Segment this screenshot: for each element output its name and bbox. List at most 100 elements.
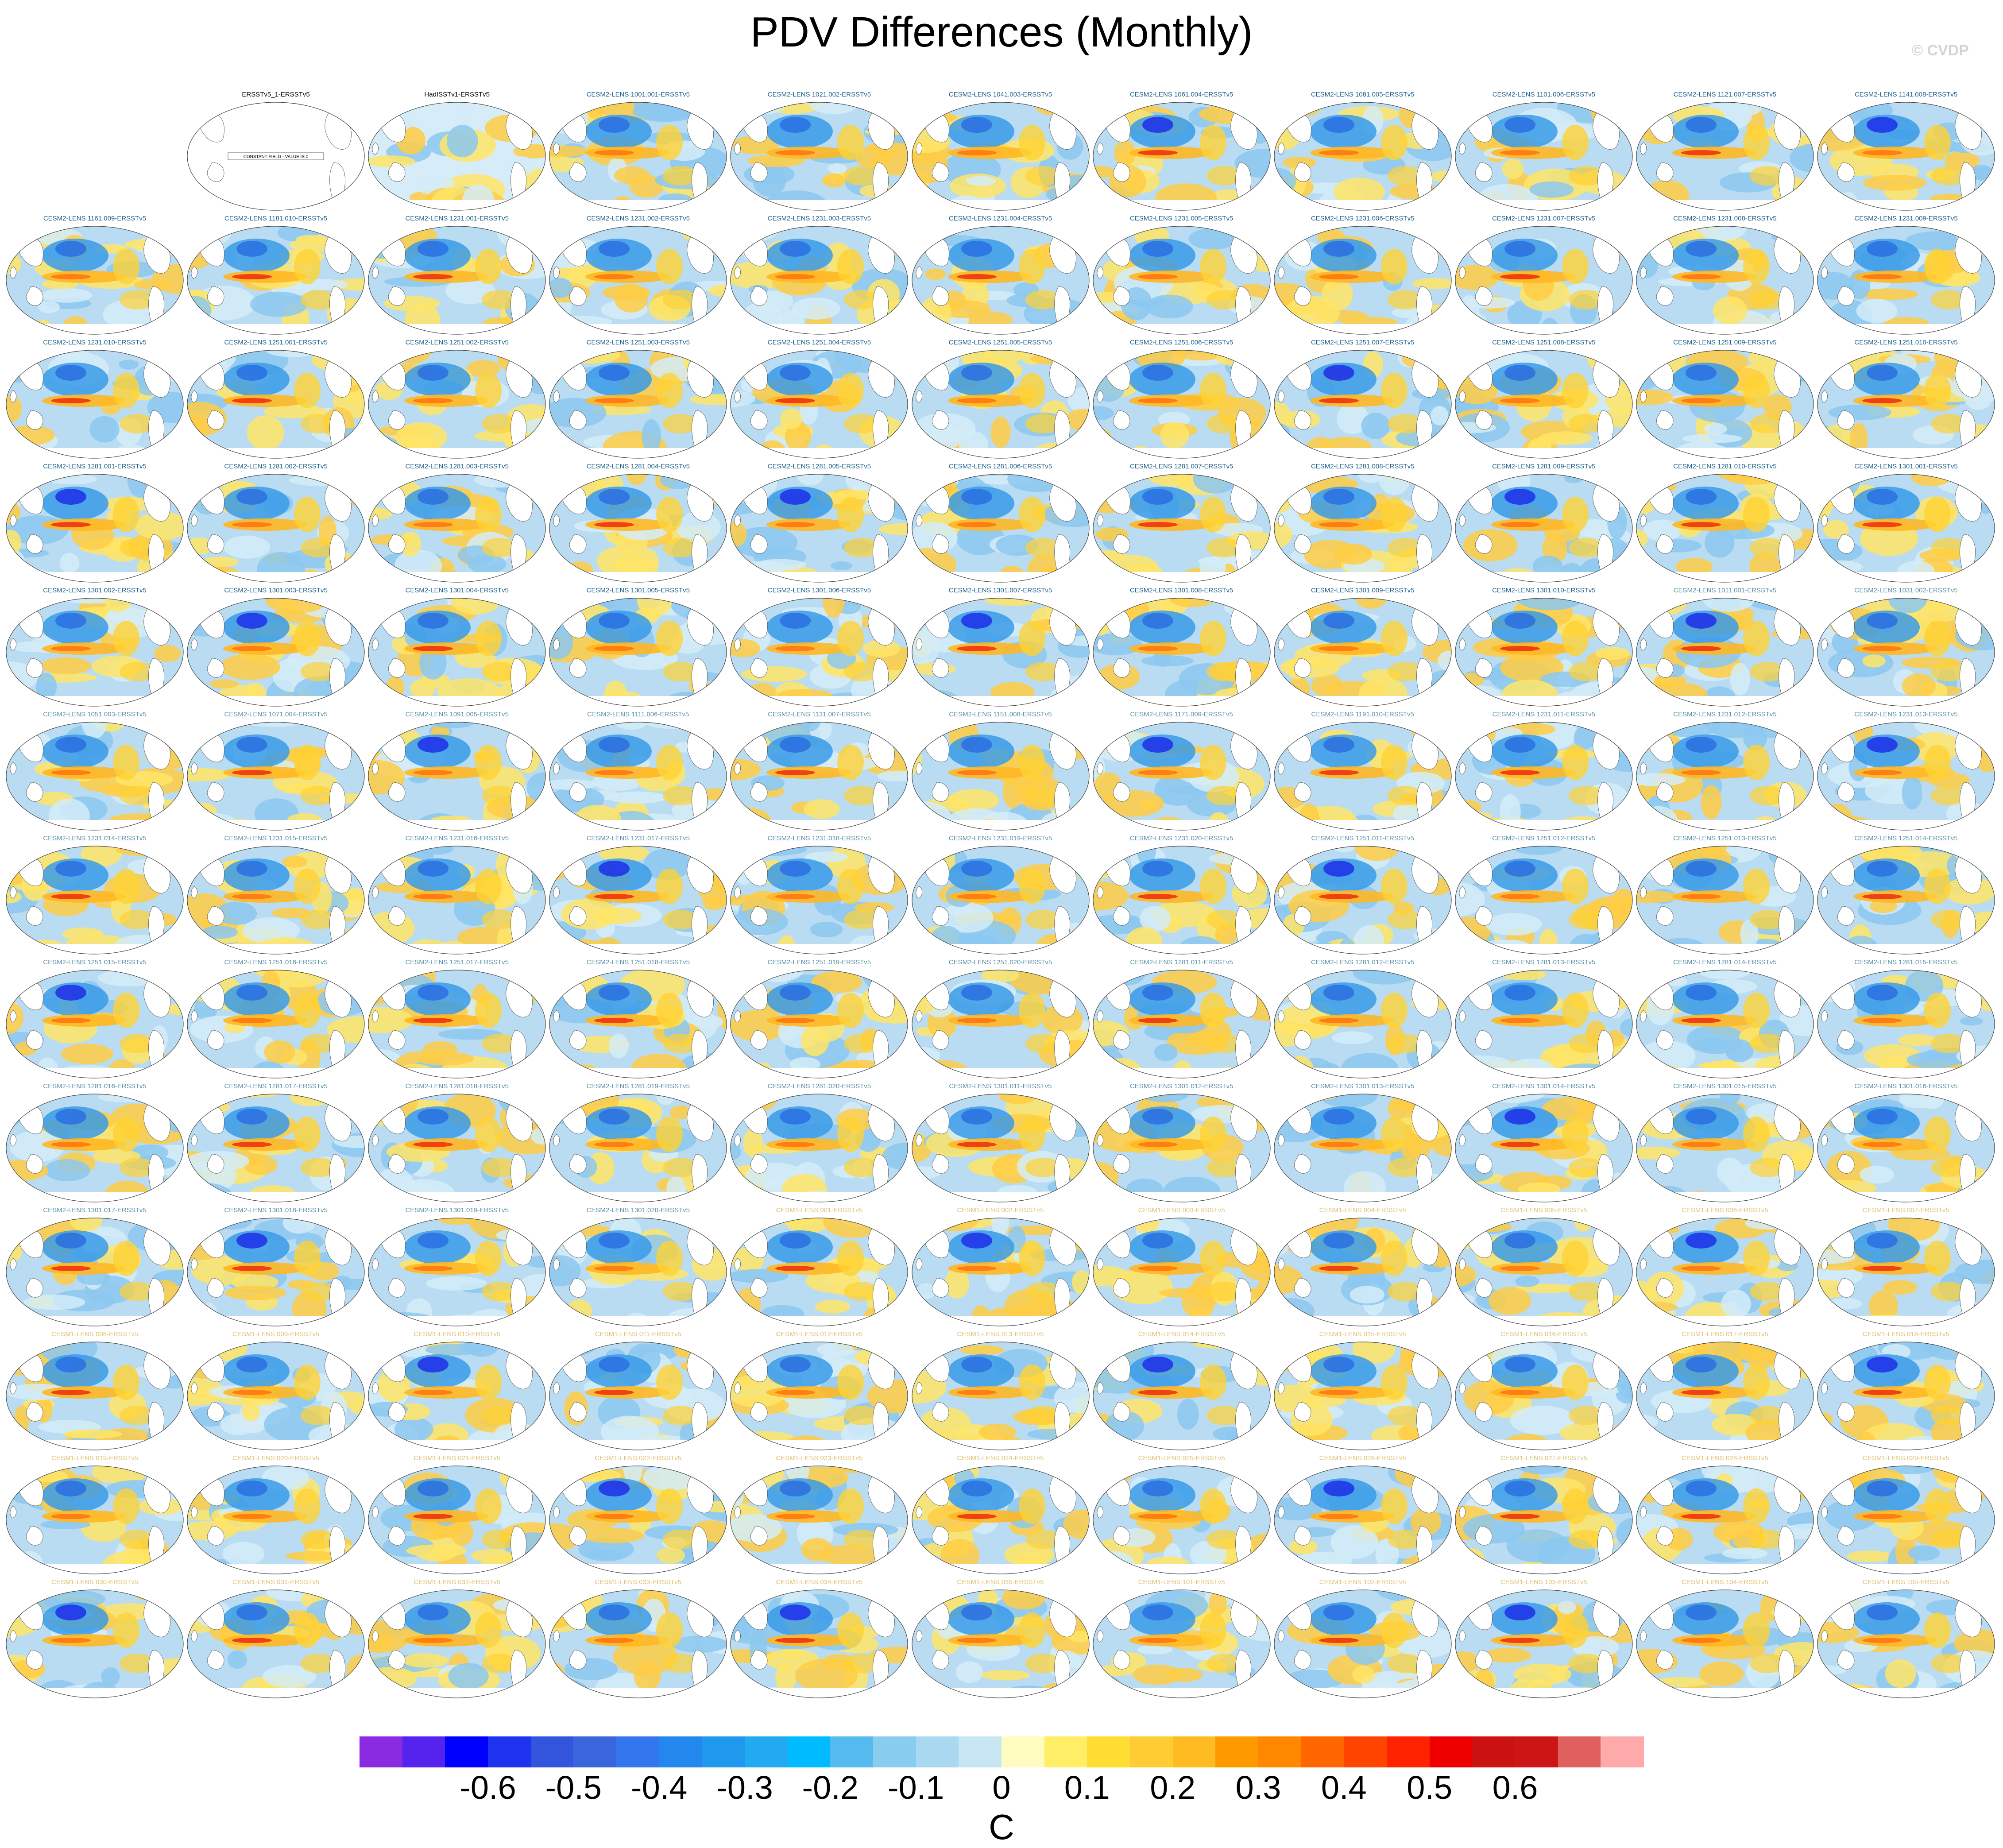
panel-title: CESM1-LENS 032-ERSSTv5 (414, 1578, 501, 1586)
map-panel: CESM2-LENS 1281.005-ERSSTv5 (729, 463, 909, 587)
panel-title: CESM2-LENS 1091.005-ERSSTv5 (405, 711, 509, 718)
map-panel: CESM1-LENS 016-ERSSTv5 (1454, 1330, 1634, 1454)
globe-map (730, 350, 908, 459)
globe-map (1274, 970, 1452, 1079)
panel-title: ERSSTv5_1-ERSSTv5 (242, 91, 310, 98)
map-panel: CESM2-LENS 1251.001-ERSSTv5 (186, 339, 366, 463)
globe-map (1636, 102, 1814, 211)
map-panel: CESM2-LENS 1251.008-ERSSTv5 (1454, 339, 1634, 463)
globe-map (1817, 1465, 1995, 1574)
map-panel: CESM2-LENS 1301.011-ERSSTv5 (910, 1083, 1091, 1206)
globe-map (368, 598, 546, 707)
panel-title: CESM2-LENS 1251.011-ERSSTv5 (1311, 835, 1414, 842)
globe-map (1092, 1218, 1271, 1326)
globe-map (1817, 350, 1995, 459)
globe-map (6, 1094, 184, 1202)
colorbar-tick-label: 0.2 (1150, 1769, 1196, 1806)
panel-title: CESM1-LENS 103-ERSSTv5 (1500, 1578, 1587, 1586)
map-panel: CESM2-LENS 1151.008-ERSSTv5 (910, 711, 1091, 835)
globe-map (1817, 722, 1995, 831)
globe-map (1636, 1465, 1814, 1574)
map-panel: CESM2-LENS 1251.002-ERSSTv5 (367, 339, 547, 463)
map-panel: CESM1-LENS 102-ERSSTv5 (1272, 1578, 1453, 1702)
panel-title: CESM2-LENS 1251.016-ERSSTv5 (224, 959, 328, 966)
map-panel: CESM2-LENS 1251.009-ERSSTv5 (1635, 339, 1815, 463)
panel-title: CESM2-LENS 1231.015-ERSSTv5 (224, 835, 328, 842)
panel-title: CESM2-LENS 1301.013-ERSSTv5 (1311, 1083, 1415, 1090)
panel-title: CESM2-LENS 1231.003-ERSSTv5 (767, 215, 871, 222)
map-panel: CESM2-LENS 1161.009-ERSSTv5 (4, 215, 185, 339)
page-title: PDV Differences (Monthly) (750, 8, 1253, 56)
colorbar-swatch (659, 1736, 702, 1767)
panel-title: CESM2-LENS 1281.001-ERSSTv5 (43, 463, 147, 470)
map-panel: CESM1-LENS 015-ERSSTv5 (1272, 1330, 1453, 1454)
map-panel: CESM2-LENS 1231.013-ERSSTv5 (1816, 711, 1996, 835)
map-panel: CESM2-LENS 1301.008-ERSSTv5 (1091, 587, 1272, 711)
map-panel: CESM2-LENS 1231.002-ERSSTv5 (548, 215, 728, 339)
globe-map (1274, 1094, 1452, 1202)
panel-title: CESM2-LENS 1231.006-ERSSTv5 (1311, 215, 1415, 222)
map-panel: CESM1-LENS 104-ERSSTv5 (1635, 1578, 1815, 1702)
colorbar-swatch (573, 1736, 617, 1767)
globe-map (1455, 226, 1633, 335)
map-panel: CESM2-LENS 1071.004-ERSSTv5 (186, 711, 366, 835)
globe-map (368, 1094, 546, 1202)
panel-title: CESM2-LENS 1251.019-ERSSTv5 (767, 959, 871, 966)
map-panel: HadISSTv1-ERSSTv5 (367, 91, 547, 215)
globe-map (1817, 598, 1995, 707)
map-panel: CESM2-LENS 1231.019-ERSSTv5 (910, 835, 1091, 959)
map-panel: CESM2-LENS 1301.012-ERSSTv5 (1091, 1083, 1272, 1206)
map-panel: CESM2-LENS 1301.020-ERSSTv5 (548, 1206, 728, 1330)
map-panel: CESM1-LENS 010-ERSSTv5 (367, 1330, 547, 1454)
colorbar-tick-label: -0.1 (887, 1769, 944, 1806)
map-panel: CESM2-LENS 1231.004-ERSSTv5 (910, 215, 1091, 339)
map-panel: CESM2-LENS 1231.006-ERSSTv5 (1272, 215, 1453, 339)
panel-title: CESM2-LENS 1061.004-ERSSTv5 (1129, 91, 1234, 98)
map-panel: CESM2-LENS 1001.001-ERSSTv5 (548, 91, 728, 215)
map-panel: CESM2-LENS 1281.007-ERSSTv5 (1091, 463, 1272, 587)
panel-title: CESM2-LENS 1191.010-ERSSTv5 (1311, 711, 1414, 718)
panel-title: CESM1-LENS 104-ERSSTv5 (1681, 1578, 1768, 1586)
map-panel: CESM1-LENS 017-ERSSTv5 (1635, 1330, 1815, 1454)
colorbar-swatch (1215, 1736, 1259, 1767)
map-panel: CESM2-LENS 1251.005-ERSSTv5 (910, 339, 1091, 463)
globe-map (911, 722, 1090, 831)
map-panel: CESM2-LENS 1251.016-ERSSTv5 (186, 959, 366, 1083)
colorbar-tick-label: -0.5 (545, 1769, 602, 1806)
map-panel: CESM2-LENS 1251.006-ERSSTv5 (1091, 339, 1272, 463)
globe-map (911, 598, 1090, 707)
map-panel: CESM2-LENS 1021.002-ERSSTv5 (729, 91, 909, 215)
globe-map (1817, 1342, 1995, 1450)
globe-map (1636, 226, 1814, 335)
map-panel: CESM1-LENS 028-ERSSTv5 (1635, 1454, 1815, 1578)
panel-title: CESM2-LENS 1231.010-ERSSTv5 (43, 339, 147, 346)
globe-map (6, 846, 184, 955)
globe-map (730, 1465, 908, 1574)
globe-map (187, 1094, 365, 1202)
globe-map (1455, 474, 1633, 583)
panel-title: CESM2-LENS 1231.008-ERSSTv5 (1673, 215, 1777, 222)
map-panel: CESM2-LENS 1231.014-ERSSTv5 (4, 835, 185, 959)
map-panel: CESM1-LENS 022-ERSSTv5 (548, 1454, 728, 1578)
panel-title: CESM2-LENS 1251.002-ERSSTv5 (405, 339, 509, 346)
panel-title: CESM2-LENS 1301.015-ERSSTv5 (1673, 1083, 1777, 1090)
globe-map (1274, 226, 1452, 335)
map-panel: CESM1-LENS 021-ERSSTv5 (367, 1454, 547, 1578)
panel-title: HadISSTv1-ERSSTv5 (424, 91, 490, 98)
colorbar-swatch (702, 1736, 745, 1767)
map-panel: CESM2-LENS 1281.008-ERSSTv5 (1272, 463, 1453, 587)
colorbar-swatch (402, 1736, 445, 1767)
map-panel: CESM2-LENS 1251.020-ERSSTv5 (910, 959, 1091, 1083)
globe-map (549, 1094, 727, 1202)
panel-title: CESM2-LENS 1231.019-ERSSTv5 (948, 835, 1052, 842)
globe-map (1636, 1094, 1814, 1202)
panel-title: CESM2-LENS 1281.020-ERSSTv5 (767, 1083, 871, 1090)
map-panel: CESM1-LENS 011-ERSSTv5 (548, 1330, 728, 1454)
globe-map (1455, 1094, 1633, 1202)
map-panel: CESM2-LENS 1231.016-ERSSTv5 (367, 835, 547, 959)
globe-map (1636, 1589, 1814, 1698)
map-panel: CESM1-LENS 019-ERSSTv5 (4, 1454, 185, 1578)
globe-map (187, 1218, 365, 1326)
map-panel: CESM2-LENS 1101.006-ERSSTv5 (1454, 91, 1634, 215)
panel-title: CESM2-LENS 1231.014-ERSSTv5 (43, 835, 147, 842)
